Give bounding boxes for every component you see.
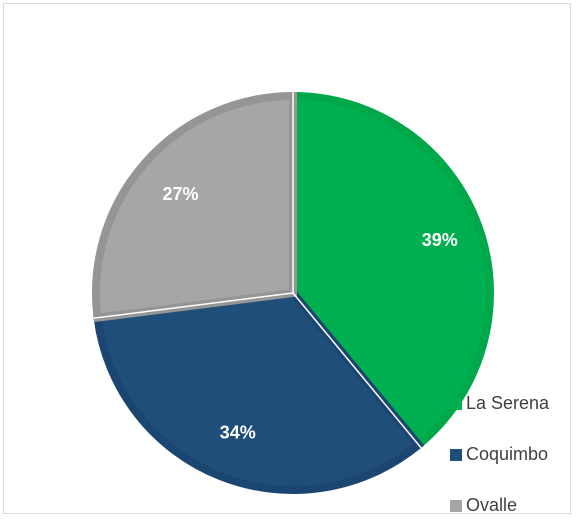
pie-slice-la-serena <box>289 91 494 451</box>
pie-slice-coquimbo <box>93 288 425 494</box>
legend-swatch <box>450 397 462 410</box>
legend-label: Coquimbo <box>466 444 549 464</box>
legend-item-coquimbo: Coquimbo <box>450 429 549 480</box>
slice-separator <box>93 292 294 319</box>
pie-slice-ovalle <box>92 91 297 323</box>
legend-swatch <box>450 499 462 512</box>
legend-label: La Serena <box>466 393 550 413</box>
legend-swatch <box>450 448 462 461</box>
legend-item-la-serena: La Serena <box>450 378 549 429</box>
data-label-coquimbo: 34% <box>220 422 256 442</box>
data-label-ovalle: 27% <box>162 184 198 204</box>
legend-item-ovalle: Ovalle <box>450 480 549 531</box>
legend-label: Ovalle <box>466 495 518 515</box>
pie-chart: 39% 34% 27% <box>92 91 494 494</box>
slice-separator <box>292 292 422 449</box>
data-label-la-serena: 39% <box>422 230 458 250</box>
legend: La Serena Coquimbo Ovalle <box>450 378 549 531</box>
